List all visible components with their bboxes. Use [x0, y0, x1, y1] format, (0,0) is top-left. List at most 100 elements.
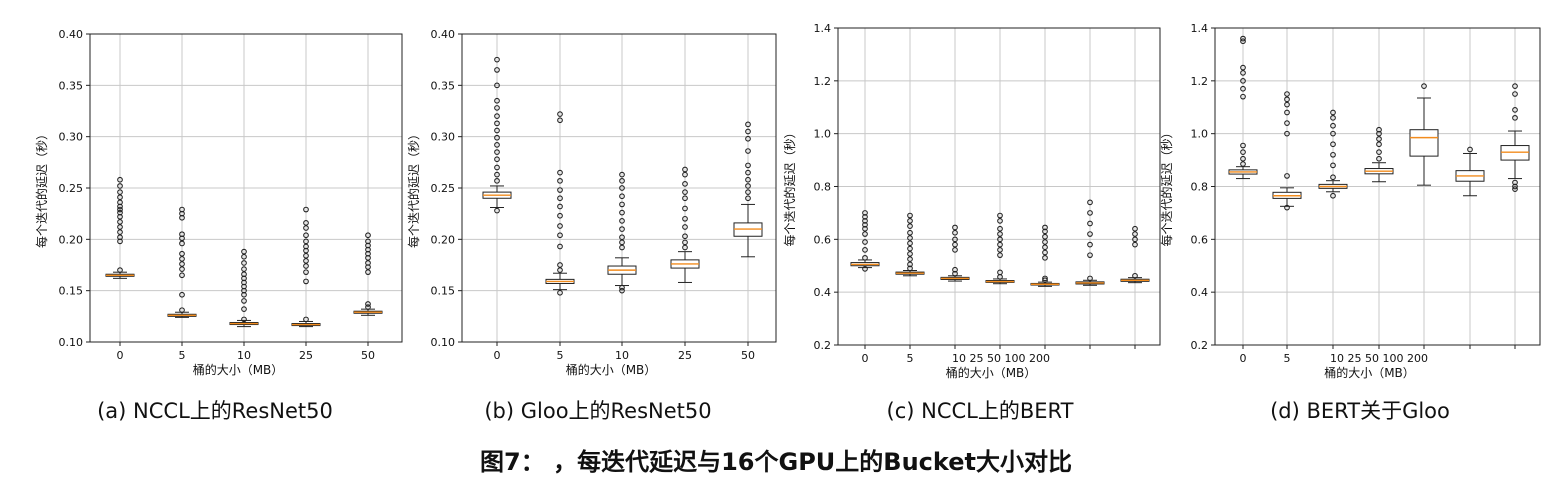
flier-point [494, 113, 500, 119]
x-tick-label: 5 [907, 352, 914, 365]
flier-point [1284, 130, 1290, 137]
flier-point [1376, 155, 1382, 162]
x-tick-label: 0 [117, 349, 124, 362]
flier-point [619, 284, 625, 291]
flier-point [1284, 91, 1290, 97]
y-tick-label: 0.8 [1191, 181, 1209, 194]
flier-point [179, 272, 185, 279]
flier-point [619, 171, 625, 178]
x-tick-label: 5 [179, 349, 186, 362]
box-25 [670, 166, 700, 283]
y-tick-label: 0.40 [431, 28, 456, 41]
flier-point [745, 135, 751, 142]
y-tick-label: 0.15 [59, 285, 84, 298]
flier-point [745, 189, 751, 195]
box-10 [229, 248, 259, 328]
flier-point [619, 234, 625, 241]
flier-point [862, 214, 868, 220]
flier-point [494, 142, 500, 148]
flier-point [1330, 192, 1336, 199]
flier-point [862, 231, 868, 237]
flier-point [1087, 275, 1093, 282]
flier-point [907, 229, 913, 236]
flier-point [557, 223, 563, 229]
flier-point [494, 134, 500, 141]
x-tick-label: 10 [615, 349, 629, 362]
chart-panel-2: 0.10 0.15 0.20 0.25 0.30 0.35 0.40 0 5 10 25 50 桶的大小… [406, 28, 777, 423]
flier-point [1376, 141, 1382, 148]
y-axis-label: 每个迭代的延迟（秒） [1159, 126, 1174, 246]
flier-point [1132, 272, 1138, 279]
flier-point [1087, 210, 1093, 216]
y-axis-label: 每个迭代的延迟（秒） [782, 126, 797, 246]
flier-point [303, 238, 309, 245]
flier-point [1240, 142, 1246, 149]
box-25 [985, 212, 1015, 285]
box-0 [1228, 35, 1258, 180]
flier-point [1330, 141, 1336, 148]
flier-point [907, 223, 913, 229]
flier-point [365, 238, 371, 245]
y-tick-label: 0.30 [431, 131, 456, 144]
flier-point [1376, 126, 1382, 133]
plot-frame [461, 33, 777, 343]
y-axis-label: 每个迭代的延迟（秒） [406, 128, 421, 248]
flier-point [557, 203, 563, 210]
flier-point [862, 210, 868, 216]
y-tick-label: 0.10 [59, 336, 84, 349]
box-100 [1455, 146, 1485, 197]
flier-point [907, 212, 913, 219]
flier-point [365, 232, 371, 239]
y-tick-label: 1.4 [814, 22, 832, 35]
flier-point [682, 233, 688, 240]
flier-point [1330, 122, 1336, 129]
flier-point [1240, 35, 1246, 42]
flier-point [1240, 93, 1246, 100]
flier-point [1376, 130, 1382, 137]
flier-point [494, 207, 500, 214]
plot-frame [89, 33, 403, 343]
flier-point [682, 239, 688, 246]
chart-panel-4: 0.2 0.4 0.6 0.8 1.0 1.2 1.4 0 5 10 25 50 100 200桶… [1159, 22, 1541, 423]
box-0 [850, 210, 880, 272]
flier-point [745, 162, 751, 169]
flier-point [619, 177, 625, 184]
flier-point [1330, 162, 1336, 169]
flier-point [997, 252, 1003, 259]
flier-point [241, 260, 247, 266]
box-200 [1120, 225, 1150, 284]
flier-point [1240, 161, 1246, 167]
flier-point [619, 218, 625, 224]
y-tick-label: 0.2 [1191, 339, 1209, 352]
y-tick-label: 0.25 [431, 182, 456, 195]
figure-title: 图7： ，每迭代延迟与16个GPU上的Bucket大小对比 [480, 448, 1072, 476]
flier-point [557, 187, 563, 193]
flier-point [1284, 96, 1290, 103]
flier-point [745, 148, 751, 154]
flier-point [682, 166, 688, 173]
chart-panel-3: 0.2 0.4 0.6 0.8 1.0 1.2 1.4 0 5 10 25 50 100 200桶… [782, 22, 1161, 423]
flier-point [303, 232, 309, 239]
flier-point [1042, 233, 1048, 240]
flier-point [952, 241, 958, 248]
flier-point [494, 105, 500, 111]
flier-point [1512, 114, 1518, 121]
flier-point [682, 189, 688, 195]
flier-point [907, 261, 913, 268]
flier-point [745, 195, 751, 202]
y-tick-label: 0.6 [1191, 233, 1209, 246]
flier-point [952, 247, 958, 253]
flier-point [1042, 228, 1048, 235]
y-tick-label: 1.2 [1191, 75, 1209, 88]
flier-point [1284, 120, 1290, 126]
flier-point [1132, 236, 1138, 243]
plot-frame [1214, 27, 1541, 346]
flier-point [494, 56, 500, 63]
y-tick-label: 1.2 [814, 75, 832, 88]
flier-point [1240, 85, 1246, 92]
flier-point [365, 301, 371, 307]
flier-point [1087, 252, 1093, 259]
flier-point [1421, 83, 1427, 89]
y-tick-label: 0.2 [814, 339, 832, 352]
flier-point [952, 266, 958, 273]
